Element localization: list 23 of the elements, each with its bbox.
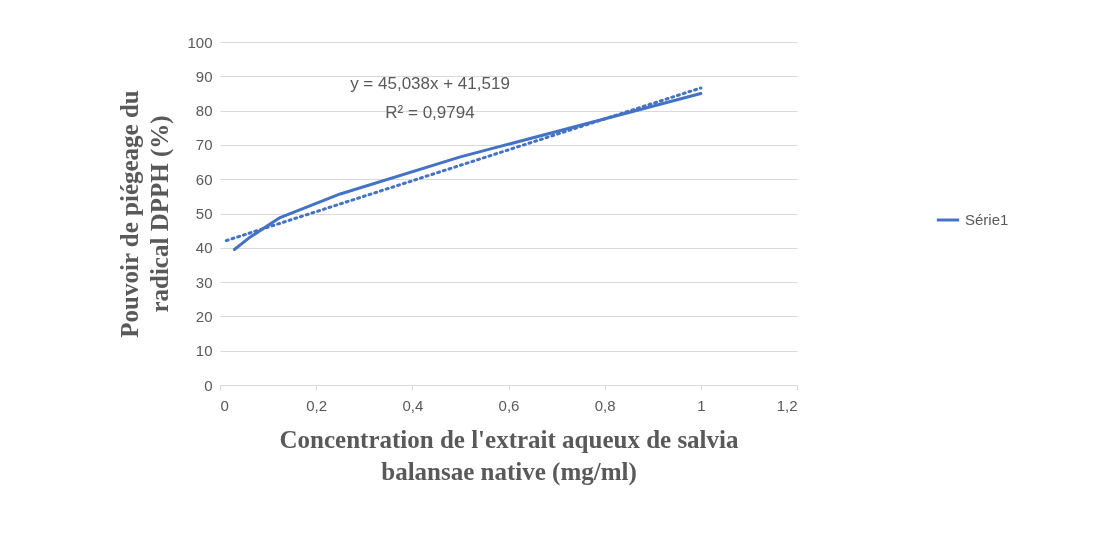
x-tick-label: 0,2 xyxy=(306,396,328,414)
y-tick-label: 90 xyxy=(195,67,213,85)
y-tick-label: 40 xyxy=(195,239,213,257)
y-axis-title: Pouvoir de piégeage du radical DPPH (%) xyxy=(116,90,175,338)
x-tick-label: 1,2 xyxy=(776,396,798,414)
y-tick-label: 10 xyxy=(195,342,213,360)
y-tick-label: 20 xyxy=(195,307,213,325)
y-tick-label: 50 xyxy=(195,205,213,222)
annotation: R² = 0,9794 xyxy=(385,103,475,122)
x-tick-label: 0,8 xyxy=(594,396,616,414)
y-tick-label: 30 xyxy=(195,273,213,291)
x-tick-label: 0,4 xyxy=(402,396,424,414)
legend-label: Série1 xyxy=(965,211,1009,228)
y-tick-label: 60 xyxy=(195,170,213,188)
x-tick-label: 0 xyxy=(220,396,229,414)
x-axis-title: Concentration de l'extrait aqueux de salvia balansae native (mg/ml) xyxy=(279,425,739,486)
annotation: y = 45,038x + 41,519 xyxy=(350,74,510,93)
y-tick-label: 80 xyxy=(195,102,213,120)
x-tick-label: 1 xyxy=(697,396,706,414)
x-tick-label: 0,6 xyxy=(498,396,520,414)
y-tick-label: 100 xyxy=(187,33,213,51)
y-tick-label: 0 xyxy=(204,376,213,394)
y-tick-label: 70 xyxy=(195,136,213,154)
